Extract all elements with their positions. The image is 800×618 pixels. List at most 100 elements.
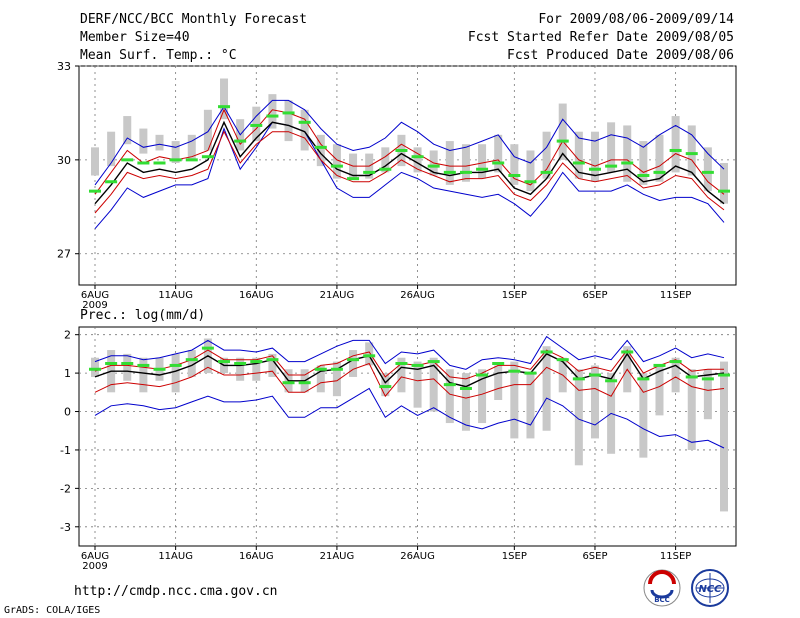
climatology-mark	[718, 373, 730, 377]
climatology-mark	[234, 362, 247, 365]
range-bar	[123, 353, 132, 381]
range-bar	[107, 131, 116, 167]
climatology-mark	[669, 360, 682, 364]
range-bar	[91, 357, 99, 377]
climatology-mark	[250, 360, 263, 364]
range-bar	[590, 131, 599, 182]
x-tick-label: 11SEP	[660, 551, 691, 562]
range-bar	[671, 116, 680, 173]
range-bar	[268, 94, 277, 129]
climatology-mark	[201, 346, 214, 350]
series-line-ensemble-min	[94, 387, 725, 449]
climatology-mark	[218, 360, 231, 364]
range-bar	[494, 134, 503, 173]
climatology-mark	[476, 167, 489, 171]
climatology-mark	[89, 367, 101, 371]
range-bar	[655, 365, 664, 416]
climatology-mark	[556, 358, 569, 362]
climatology-mark	[669, 148, 682, 152]
range-bar	[478, 369, 487, 424]
range-bar	[671, 357, 680, 393]
series-line-ensemble-mean	[94, 352, 725, 388]
range-bar	[703, 147, 712, 192]
ncc-logo-text: NCC	[698, 584, 722, 595]
range-bar	[365, 342, 374, 366]
logos: BCC NCC	[643, 569, 729, 607]
range-bar	[461, 373, 470, 431]
bcc-logo-icon: BCC	[643, 569, 681, 607]
range-bar	[429, 357, 438, 412]
range-bar	[494, 365, 503, 400]
range-bar	[332, 361, 341, 397]
range-bar	[252, 357, 261, 381]
climatology-mark	[363, 170, 376, 174]
series-line-ensemble-max	[94, 335, 725, 370]
range-bar	[558, 103, 567, 160]
range-bar	[526, 373, 535, 439]
x-tick-label: 21AUG	[320, 290, 355, 301]
range-bar	[316, 365, 325, 393]
range-bar	[445, 369, 454, 424]
series-line-ensemble-max	[94, 121, 725, 230]
range-bar	[510, 361, 519, 439]
range-bar	[316, 134, 325, 167]
range-bar	[703, 369, 712, 420]
climatology-mark	[121, 158, 134, 162]
x-tick-label: 6SEP	[582, 290, 607, 301]
range-bar	[332, 144, 341, 179]
range-bar	[171, 353, 180, 393]
climatology-mark	[89, 189, 101, 193]
climatology-mark	[379, 385, 392, 389]
range-bar	[139, 128, 148, 154]
y-tick-label: 27	[57, 248, 71, 261]
range-bar	[155, 134, 164, 151]
range-bar	[574, 131, 583, 179]
x-tick-label: 16AUG	[239, 290, 274, 301]
climatology-mark	[637, 377, 650, 381]
range-bar	[720, 361, 728, 512]
plot-frame	[78, 65, 737, 286]
range-bar	[542, 131, 551, 179]
climatology-mark	[137, 161, 150, 165]
range-bar	[187, 134, 196, 160]
footer-url[interactable]: http://cmdp.ncc.cma.gov.cn	[74, 584, 278, 599]
range-bar	[623, 125, 632, 182]
y-tick-label: 30	[57, 154, 71, 167]
climatology-mark	[637, 174, 650, 177]
climatology-mark	[701, 377, 714, 381]
climatology-mark	[685, 152, 698, 156]
x-tick-label: 1SEP	[502, 290, 527, 301]
range-bar	[284, 100, 293, 142]
range-bar	[381, 147, 390, 173]
range-bar	[123, 116, 132, 145]
range-bar	[171, 141, 180, 163]
y-tick-label: 0	[64, 406, 71, 419]
climatology-mark	[476, 373, 489, 377]
climatology-mark	[347, 358, 360, 362]
range-bar	[413, 361, 422, 408]
fcst-started-date: Fcst Started Refer Date 2009/08/05	[467, 30, 734, 45]
climatology-mark	[266, 114, 279, 118]
climatology-mark	[443, 170, 456, 174]
range-bar	[139, 357, 148, 393]
climatology-mark	[427, 360, 440, 364]
climatology-mark	[395, 362, 408, 365]
x-tick-label: 11SEP	[660, 290, 691, 301]
climatology-mark	[185, 158, 198, 162]
climatology-mark	[234, 139, 247, 143]
climatology-mark	[508, 369, 521, 373]
y-tick-label: -1	[60, 444, 71, 457]
climatology-mark	[347, 177, 360, 181]
range-bar	[655, 134, 664, 182]
climatology-mark	[185, 358, 198, 362]
range-bar	[687, 369, 696, 450]
year-label: 2009	[82, 300, 107, 311]
climatology-mark	[508, 174, 521, 177]
range-bar	[220, 78, 229, 120]
climatology-mark	[330, 164, 343, 168]
climatology-mark	[427, 164, 440, 168]
temperature-panel: 27 30 33 6AUG 11AUG 16AUG 21AUG 26AUG 1SEP 6SEP 11…	[57, 60, 737, 311]
climatology-mark	[588, 167, 601, 171]
x-tick-label: 6SEP	[582, 551, 607, 562]
